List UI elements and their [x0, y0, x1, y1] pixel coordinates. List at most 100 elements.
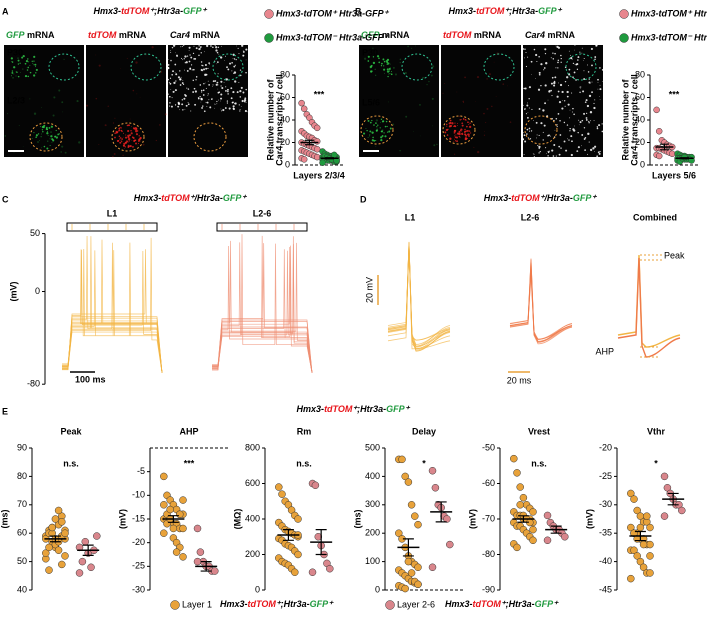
data-point — [211, 567, 219, 575]
signal-dot — [31, 60, 33, 62]
signal-dot — [553, 119, 555, 122]
signal-dot — [170, 59, 172, 62]
signal-dot — [554, 76, 557, 79]
genotype-part: Hmx3- — [220, 599, 248, 609]
signal-dot — [126, 57, 128, 59]
signal-dot — [543, 124, 546, 127]
y-tick-label: 90 — [17, 442, 27, 452]
signal-dot — [459, 119, 461, 121]
signal-dot — [561, 107, 564, 110]
scale-label: 20 ms — [507, 375, 532, 385]
signal-dot — [36, 141, 40, 144]
signal-dot — [574, 44, 576, 46]
signal-dot — [537, 88, 541, 91]
signal-dot — [218, 99, 220, 101]
signal-dot — [583, 70, 585, 72]
signal-dot — [552, 58, 555, 60]
signal-dot — [189, 67, 191, 69]
signal-dot — [58, 89, 61, 92]
signal-dot — [473, 146, 475, 148]
signal-dot — [29, 71, 32, 74]
signal-dot — [524, 140, 527, 143]
genotype-part: ⁺ — [276, 599, 282, 609]
genotype-part: / — [543, 193, 548, 203]
signal-dot — [134, 127, 137, 130]
genotype-part: GFP — [538, 6, 557, 16]
signal-dot — [98, 64, 101, 67]
signal-dot — [590, 120, 592, 122]
signal-dot — [581, 119, 584, 122]
signal-dot — [242, 50, 245, 53]
signal-dot — [411, 47, 413, 49]
y-tick-label: 60 — [635, 92, 645, 102]
signal-dot — [530, 130, 533, 132]
signal-dot — [118, 127, 121, 130]
signal-dot — [64, 151, 67, 154]
signal-dot — [452, 140, 455, 143]
signal-dot — [369, 130, 372, 133]
signal-dot — [131, 126, 132, 127]
signal-dot — [599, 84, 601, 86]
data-point — [646, 569, 654, 577]
y-tick-label: 200 — [245, 549, 260, 559]
legend-label: Layer 2-6 — [397, 599, 435, 609]
signal-dot — [449, 124, 453, 128]
signal-dot — [556, 125, 558, 128]
signal-dot — [458, 115, 461, 118]
data-point — [407, 501, 416, 509]
data-point — [543, 511, 552, 520]
signal-dot — [186, 70, 189, 72]
signal-dot — [428, 80, 430, 83]
signal-dot — [413, 130, 414, 132]
signal-dot — [25, 66, 27, 68]
genotype-part: tdTOM — [248, 599, 277, 609]
signal-dot — [579, 51, 581, 53]
data-point — [636, 523, 645, 532]
gene-name: Car4 — [170, 30, 190, 40]
signal-dot — [591, 81, 593, 83]
signal-dot — [554, 52, 556, 55]
signal-dot — [375, 74, 377, 76]
signal-dot — [464, 131, 466, 134]
signal-dot — [581, 134, 584, 136]
spike-trace — [387, 241, 451, 351]
signal-dot — [159, 124, 161, 126]
data-point — [516, 483, 524, 491]
y-tick-label: -50 — [482, 442, 495, 452]
signal-dot — [466, 119, 468, 121]
y-tick-label: 300 — [365, 499, 380, 509]
genotype-title: Hmx3-tdTOM⁺/Htr3a-GFP⁺ — [484, 193, 598, 203]
y-tick-label: 400 — [365, 471, 380, 481]
signal-dot — [242, 91, 245, 94]
signal-dot — [130, 130, 132, 132]
signal-dot — [226, 102, 229, 104]
signal-dot — [230, 87, 233, 90]
signal-dot — [372, 56, 375, 58]
genotype-title: Hmx3-tdTOM⁺;Htr3a-GFP⁺ — [449, 6, 563, 16]
signal-dot — [127, 144, 130, 147]
signal-dot — [457, 133, 459, 134]
signal-dot — [140, 141, 141, 143]
signal-dot — [239, 90, 242, 93]
signal-dot — [378, 57, 380, 60]
data-point — [411, 512, 419, 520]
signal-dot — [123, 144, 126, 147]
genotype-part: ⁺ — [405, 404, 411, 414]
signal-dot — [218, 53, 220, 55]
sem-bar — [82, 544, 94, 556]
signal-dot — [570, 54, 571, 56]
signal-dot — [33, 112, 37, 115]
data-point — [61, 552, 69, 560]
signal-dot — [224, 60, 225, 61]
signal-dot — [245, 101, 247, 103]
signal-dot — [215, 83, 218, 86]
signal-dot — [523, 87, 525, 90]
y-axis-label: Car4 transcripts / cell — [274, 74, 284, 166]
genotype-part: Htr3a- — [360, 404, 386, 414]
signal-dot — [220, 97, 223, 100]
signal-dot — [599, 99, 601, 101]
signal-dot — [382, 58, 385, 61]
signal-dot — [46, 147, 49, 150]
signal-dot — [483, 134, 486, 136]
signal-dot — [461, 122, 463, 125]
